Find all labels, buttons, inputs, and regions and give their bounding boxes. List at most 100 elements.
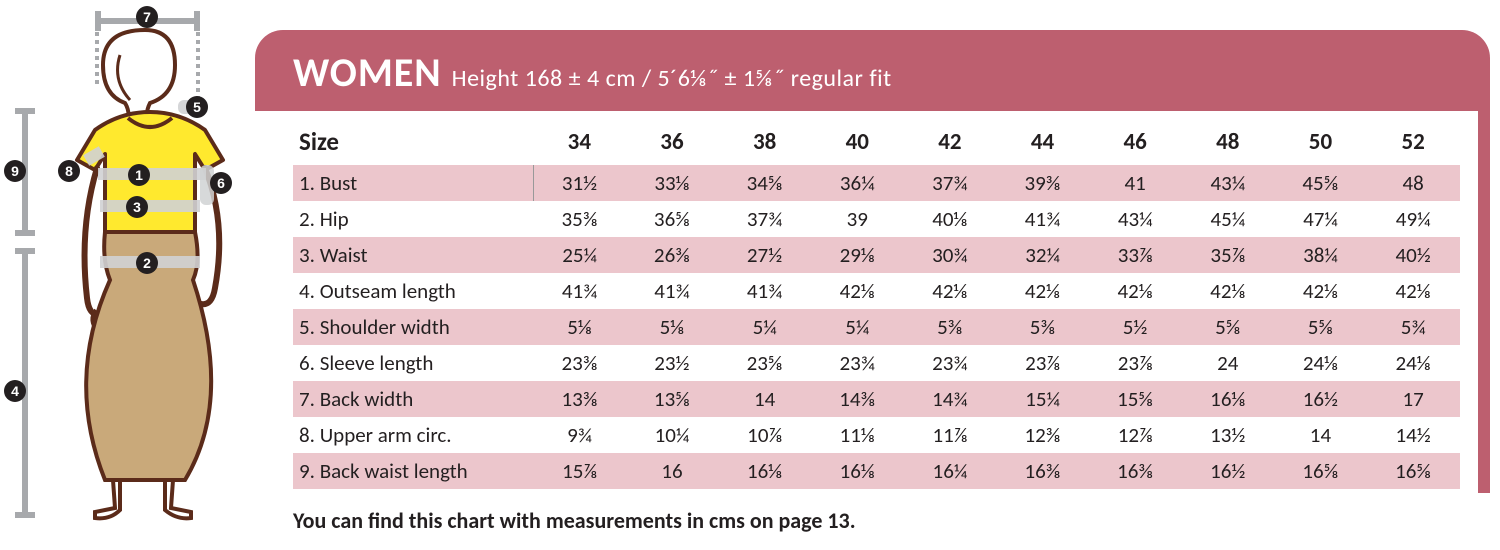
measurement-cell: 23¾ xyxy=(811,345,904,381)
row-label: 3. Waist xyxy=(293,237,533,273)
measurement-cell: 14⅜ xyxy=(811,381,904,417)
measurement-cell: 13⅝ xyxy=(626,381,719,417)
measurement-cell: 5¼ xyxy=(718,309,811,345)
size-col-header: 34 xyxy=(533,121,626,165)
measurement-cell: 26⅜ xyxy=(626,237,719,273)
measurement-cell: 16⅜ xyxy=(996,453,1089,489)
measurement-cell: 24⅛ xyxy=(1274,345,1367,381)
badge-2: 2 xyxy=(136,252,158,274)
measurement-cell: 5⅛ xyxy=(533,309,626,345)
table-row: 6. Sleeve length23⅜23½23⅝23¾23¾23⅞23⅞242… xyxy=(293,345,1460,381)
measurement-cell: 16⅛ xyxy=(1181,381,1274,417)
measurement-cell: 16 xyxy=(626,453,719,489)
size-col-header: 52 xyxy=(1367,121,1460,165)
measurement-cell: 29⅛ xyxy=(811,237,904,273)
size-table-body: 1. Bust31½33⅛34⅝36¼37¾39⅜4143¼45⅝482. Hi… xyxy=(293,165,1460,489)
subtitle-height: Height 168 ± 4 cm / 5´6⅛˝ ± 1⅝˝ regular … xyxy=(452,64,892,93)
measurement-cell: 38¼ xyxy=(1274,237,1367,273)
badge-1: 1 xyxy=(128,164,150,186)
footnote: You can find this chart with measurement… xyxy=(255,493,1490,534)
measurement-cell: 13⅜ xyxy=(533,381,626,417)
row-label: 5. Shoulder width xyxy=(293,309,533,345)
badge-9: 9 xyxy=(4,160,26,182)
measurement-cell: 5½ xyxy=(1089,309,1182,345)
measurement-cell: 35⅜ xyxy=(533,201,626,237)
measurement-cell: 36¼ xyxy=(811,165,904,201)
measurement-cell: 5¾ xyxy=(1367,309,1460,345)
badge-7: 7 xyxy=(136,6,158,28)
measurement-cell: 45¼ xyxy=(1181,201,1274,237)
measurement-cell: 23⅞ xyxy=(996,345,1089,381)
measurement-cell: 9¾ xyxy=(533,417,626,453)
size-col-header: 50 xyxy=(1274,121,1367,165)
measurement-cell: 24⅛ xyxy=(1367,345,1460,381)
size-col-header: 40 xyxy=(811,121,904,165)
measurement-cell: 5⅝ xyxy=(1274,309,1367,345)
measurement-cell: 47¼ xyxy=(1274,201,1367,237)
measurement-cell: 40½ xyxy=(1367,237,1460,273)
row-label: 9. Back waist length xyxy=(293,453,533,489)
measurement-cell: 32¼ xyxy=(996,237,1089,273)
measurement-cell: 16⅝ xyxy=(1367,453,1460,489)
measurement-cell: 14 xyxy=(718,381,811,417)
measurement-cell: 16⅜ xyxy=(1089,453,1182,489)
measurement-cell: 5⅝ xyxy=(1181,309,1274,345)
measurement-cell: 48 xyxy=(1367,165,1460,201)
badge-4: 4 xyxy=(4,380,26,402)
measurement-cell: 41¾ xyxy=(626,273,719,309)
table-row: 2. Hip35⅜36⅝37¾3940⅛41¾43¼45¼47¼49¼ xyxy=(293,201,1460,237)
measurement-cell: 39 xyxy=(811,201,904,237)
measurement-cell: 42⅛ xyxy=(811,273,904,309)
measurement-cell: 16¼ xyxy=(904,453,997,489)
measurement-cell: 34⅝ xyxy=(718,165,811,201)
measurement-cell: 12⅞ xyxy=(1089,417,1182,453)
measurement-cell: 15¼ xyxy=(996,381,1089,417)
measurement-cell: 16½ xyxy=(1181,453,1274,489)
badge-5: 5 xyxy=(186,96,208,118)
row-label: 8. Upper arm circ. xyxy=(293,417,533,453)
measurement-cell: 23¾ xyxy=(904,345,997,381)
measurement-cell: 16⅛ xyxy=(718,453,811,489)
measurement-cell: 14½ xyxy=(1367,417,1460,453)
measurement-cell: 11⅞ xyxy=(904,417,997,453)
size-col-header: 36 xyxy=(626,121,719,165)
title-women: WOMEN xyxy=(293,48,442,97)
measurement-cell: 23½ xyxy=(626,345,719,381)
size-header-row: Size 34363840424446485052 xyxy=(293,121,1460,165)
measurement-cell: 42⅛ xyxy=(1367,273,1460,309)
table-row: 9. Back waist length15⅞1616⅛16⅛16¼16⅜16⅜… xyxy=(293,453,1460,489)
table-row: 3. Waist25¼26⅜27½29⅛30¾32¼33⅞35⅞38¼40½ xyxy=(293,237,1460,273)
size-col-header: 38 xyxy=(718,121,811,165)
body-silhouette xyxy=(0,0,255,550)
measurement-cell: 36⅝ xyxy=(626,201,719,237)
measurement-cell: 49¼ xyxy=(1367,201,1460,237)
measurement-cell: 42⅛ xyxy=(904,273,997,309)
measurement-cell: 14¾ xyxy=(904,381,997,417)
measurement-cell: 31½ xyxy=(533,165,626,201)
table-row: 1. Bust31½33⅛34⅝36¼37¾39⅜4143¼45⅝48 xyxy=(293,165,1460,201)
badge-8: 8 xyxy=(58,160,80,182)
measurement-cell: 14 xyxy=(1274,417,1367,453)
row-label: 4. Outseam length xyxy=(293,273,533,309)
measurement-cell: 27½ xyxy=(718,237,811,273)
measurement-cell: 23⅞ xyxy=(1089,345,1182,381)
measurement-cell: 43¼ xyxy=(1089,201,1182,237)
measurement-cell: 5⅜ xyxy=(904,309,997,345)
measurement-cell: 41¾ xyxy=(533,273,626,309)
measurement-cell: 33⅛ xyxy=(626,165,719,201)
measurement-cell: 39⅜ xyxy=(996,165,1089,201)
table-wrap: Size 34363840424446485052 1. Bust31½33⅛3… xyxy=(255,111,1490,493)
measurement-cell: 16½ xyxy=(1274,381,1367,417)
measurement-cell: 45⅝ xyxy=(1274,165,1367,201)
table-row: 7. Back width13⅜13⅝1414⅜14¾15¼15⅝16⅛16½1… xyxy=(293,381,1460,417)
measurement-cell: 41¾ xyxy=(996,201,1089,237)
size-col-header: 42 xyxy=(904,121,997,165)
measurement-cell: 42⅛ xyxy=(1274,273,1367,309)
measurement-cell: 42⅛ xyxy=(996,273,1089,309)
measurement-cell: 42⅛ xyxy=(1181,273,1274,309)
measurement-cell: 15⅝ xyxy=(1089,381,1182,417)
measurement-cell: 5⅜ xyxy=(996,309,1089,345)
size-col-header: 44 xyxy=(996,121,1089,165)
row-label: 2. Hip xyxy=(293,201,533,237)
measurement-cell: 5¼ xyxy=(811,309,904,345)
